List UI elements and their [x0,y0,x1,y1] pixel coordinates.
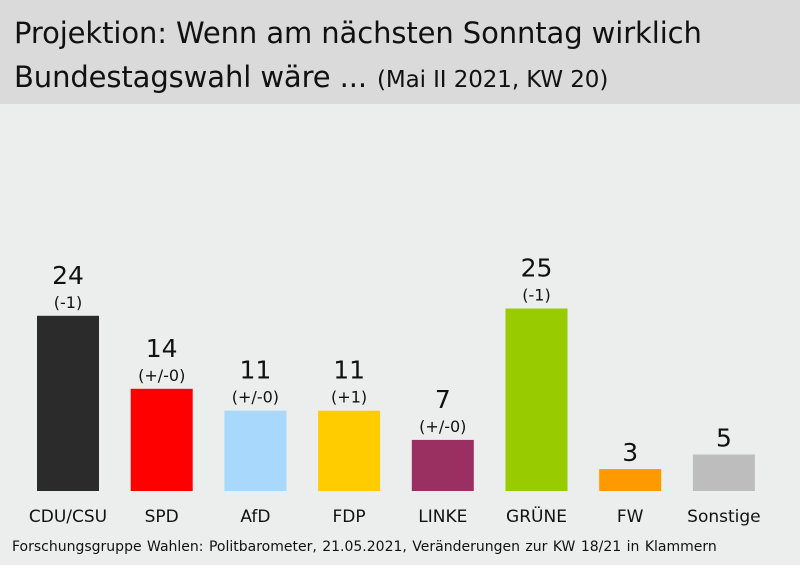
bar-linke [411,439,474,491]
value-label-linke: 7 [435,385,451,414]
bar-gr-ne [505,308,568,491]
change-label-cdu-csu: (-1) [54,293,82,312]
value-label-fdp: 11 [333,356,365,385]
category-label-afd: AfD [240,507,270,527]
chart-title-line1: Projektion: Wenn am nächsten Sonntag wir… [14,16,702,50]
chart-subtitle: (Mai II 2021, KW 20) [377,67,609,93]
value-label-spd: 14 [146,334,178,363]
category-label-fdp: FDP [333,507,366,527]
change-label-fdp: (+1) [331,388,367,407]
change-label-gr-ne: (-1) [522,286,550,305]
bar-fdp [318,410,381,491]
value-label-sonstige: 5 [716,424,732,453]
value-label-fw: 3 [622,438,638,467]
bar-afd [224,410,287,491]
category-label-fw: FW [617,507,644,527]
change-label-spd: (+/-0) [138,366,185,385]
bar-fw [599,469,662,491]
change-label-linke: (+/-0) [419,417,466,436]
category-label-cdu-csu: CDU/CSU [29,507,107,527]
value-label-afd: 11 [239,356,271,385]
chart-title-main: Bundestagswahl wäre ... [14,60,368,94]
bar-sonstige [692,454,755,491]
category-label-gr-ne: GRÜNE [506,505,567,527]
chart-title-line2: Bundestagswahl wäre ... (Mai II 2021, KW … [14,60,608,94]
value-label-cdu-csu: 24 [52,261,84,290]
category-label-spd: SPD [145,507,179,527]
value-label-gr-ne: 25 [521,254,553,283]
bar-cdu-csu [37,315,99,491]
chart-header: Projektion: Wenn am nächsten Sonntag wir… [0,0,800,104]
bar-spd [130,388,193,491]
category-label-sonstige: Sonstige [687,507,760,527]
source-note: Forschungsgruppe Wahlen: Politbarometer,… [12,539,717,555]
change-label-afd: (+/-0) [232,388,279,407]
category-label-linke: LINKE [418,507,467,527]
